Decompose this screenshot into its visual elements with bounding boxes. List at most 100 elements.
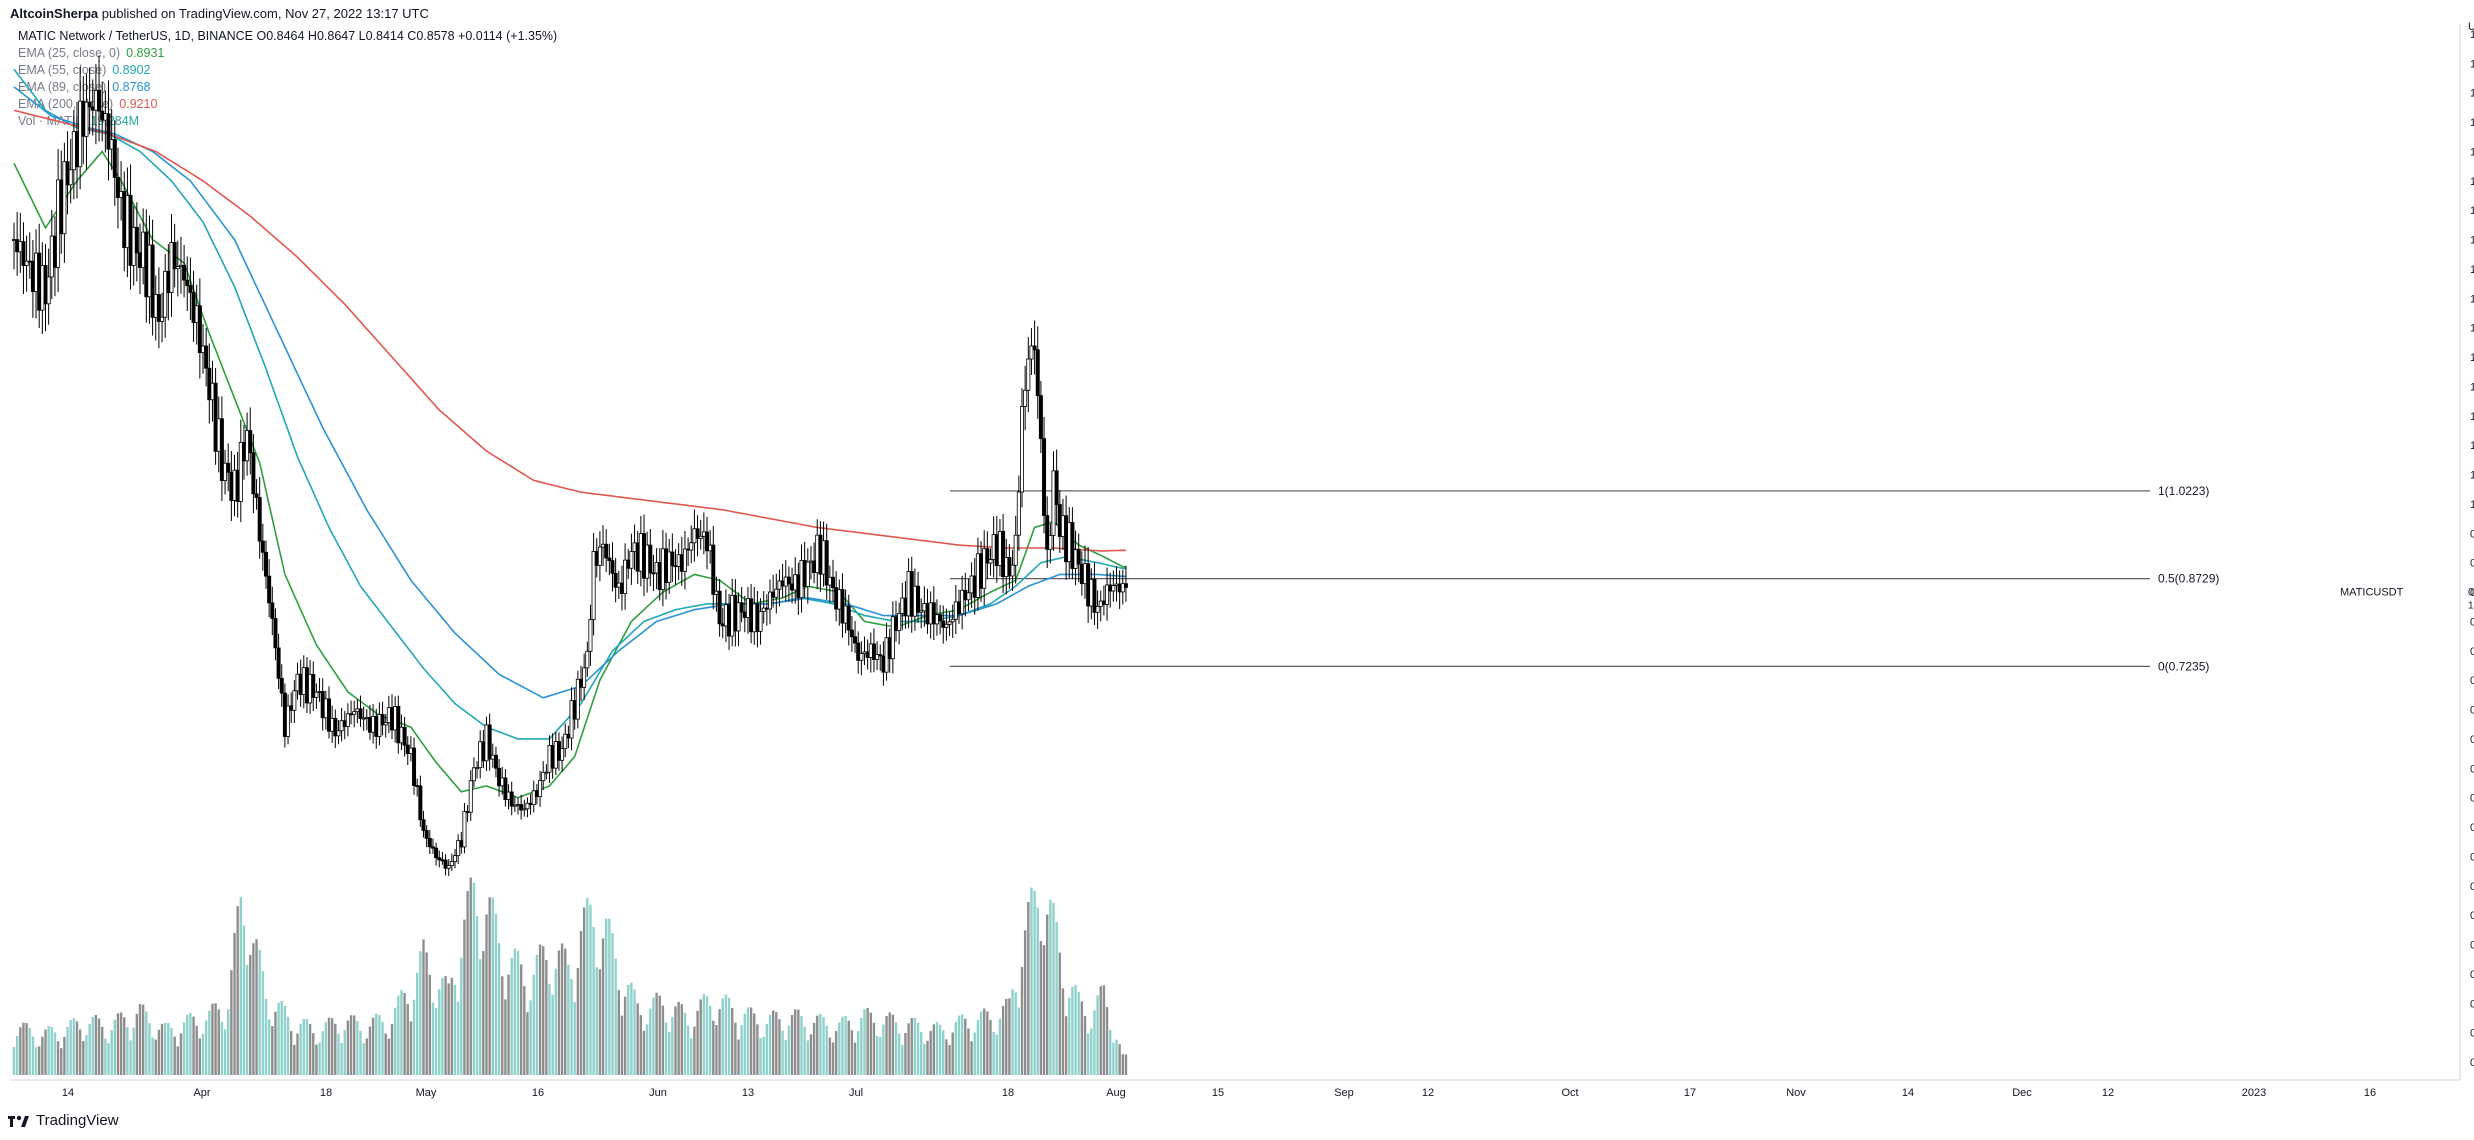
- candle-body[interactable]: [739, 602, 744, 613]
- candle-body[interactable]: [393, 706, 398, 731]
- candle-body[interactable]: [289, 705, 294, 711]
- candle-body[interactable]: [84, 101, 89, 137]
- candle-body[interactable]: [909, 571, 914, 617]
- ema-line[interactable]: [13, 109, 1126, 552]
- candle-body[interactable]: [538, 780, 543, 798]
- candle-body[interactable]: [30, 260, 35, 292]
- candle-body[interactable]: [1111, 585, 1116, 592]
- candle-body[interactable]: [191, 292, 196, 323]
- candle-body[interactable]: [216, 418, 221, 452]
- candle-body[interactable]: [727, 604, 732, 637]
- candle-body[interactable]: [169, 241, 174, 293]
- candle-body[interactable]: [745, 598, 750, 618]
- candle-body[interactable]: [553, 741, 558, 769]
- candle-body[interactable]: [777, 580, 782, 590]
- candle-body[interactable]: [679, 554, 684, 572]
- candle-body[interactable]: [846, 605, 851, 631]
- candle-body[interactable]: [1029, 345, 1034, 360]
- price-chart[interactable]: 1.8000 1.7500 1.7000 1.6500 1.6000 1.5500 1.50…: [0, 0, 2474, 1110]
- candle-body[interactable]: [755, 603, 760, 632]
- candle-body[interactable]: [175, 266, 180, 270]
- candle-body[interactable]: [490, 754, 495, 760]
- candle-body[interactable]: [90, 106, 95, 111]
- candle-body[interactable]: [304, 667, 309, 704]
- candle-body[interactable]: [137, 252, 142, 268]
- candle-body[interactable]: [128, 195, 133, 266]
- candle-body[interactable]: [65, 161, 70, 186]
- candle-body[interactable]: [645, 544, 650, 579]
- candle-body[interactable]: [736, 602, 741, 632]
- candle-body[interactable]: [81, 100, 86, 137]
- candle-body[interactable]: [24, 260, 29, 266]
- candle-body[interactable]: [1032, 345, 1037, 351]
- candle-body[interactable]: [399, 726, 404, 744]
- candle-body[interactable]: [1054, 470, 1059, 505]
- candle-body[interactable]: [878, 654, 883, 657]
- candle-body[interactable]: [821, 540, 826, 575]
- candle-body[interactable]: [919, 610, 924, 613]
- candle-body[interactable]: [528, 802, 533, 806]
- tradingview-logo-icon[interactable]: [8, 1114, 30, 1128]
- candle-body[interactable]: [1048, 534, 1053, 550]
- candle-body[interactable]: [323, 698, 328, 719]
- candle-body[interactable]: [796, 574, 801, 599]
- candle-body[interactable]: [840, 589, 845, 624]
- candle-body[interactable]: [119, 190, 124, 198]
- candle-body[interactable]: [922, 603, 927, 612]
- candle-body[interactable]: [112, 139, 117, 178]
- candle-body[interactable]: [163, 270, 168, 318]
- candle-body[interactable]: [783, 576, 788, 587]
- candle-body[interactable]: [550, 745, 555, 769]
- candle-body[interactable]: [831, 576, 836, 589]
- legend-item[interactable]: EMA (89, close) 0.8768: [18, 79, 557, 96]
- candle-body[interactable]: [87, 101, 92, 108]
- candle-body[interactable]: [597, 546, 602, 566]
- candle-body[interactable]: [238, 441, 243, 502]
- candle-body[interactable]: [427, 837, 432, 848]
- candle-body[interactable]: [897, 613, 902, 632]
- candle-body[interactable]: [1098, 600, 1103, 607]
- candle-body[interactable]: [235, 469, 240, 502]
- candle-body[interactable]: [604, 543, 609, 559]
- candle-body[interactable]: [386, 707, 391, 723]
- candle-body[interactable]: [682, 548, 687, 572]
- candle-body[interactable]: [349, 713, 354, 716]
- candle-body[interactable]: [232, 469, 237, 501]
- candle-body[interactable]: [449, 861, 454, 866]
- candle-body[interactable]: [210, 382, 215, 401]
- candle-body[interactable]: [928, 602, 933, 625]
- candle-body[interactable]: [985, 548, 990, 564]
- candle-body[interactable]: [862, 651, 867, 655]
- candle-body[interactable]: [793, 574, 798, 591]
- candle-body[interactable]: [525, 802, 530, 810]
- candle-body[interactable]: [856, 642, 861, 661]
- candle-body[interactable]: [673, 565, 678, 568]
- candle-body[interactable]: [75, 131, 80, 168]
- candle-body[interactable]: [279, 677, 284, 694]
- candle-body[interactable]: [859, 653, 864, 661]
- candle-body[interactable]: [1073, 549, 1078, 569]
- candle-body[interactable]: [421, 819, 426, 831]
- candle-body[interactable]: [953, 601, 958, 620]
- candle-body[interactable]: [1057, 504, 1062, 537]
- candle-body[interactable]: [733, 594, 738, 632]
- candle-body[interactable]: [430, 846, 435, 849]
- candle-body[interactable]: [437, 857, 442, 861]
- candle-body[interactable]: [575, 678, 580, 720]
- candle-body[interactable]: [790, 583, 795, 591]
- candle-body[interactable]: [487, 724, 492, 760]
- candle-body[interactable]: [616, 582, 621, 588]
- candle-body[interactable]: [531, 790, 536, 806]
- candle-body[interactable]: [188, 285, 193, 293]
- candle-body[interactable]: [194, 305, 199, 323]
- candle-body[interactable]: [144, 231, 149, 298]
- candle-body[interactable]: [106, 113, 111, 150]
- candle-body[interactable]: [560, 748, 565, 761]
- candle-body[interactable]: [808, 560, 813, 563]
- candle-body[interactable]: [374, 715, 379, 737]
- candle-body[interactable]: [1079, 563, 1084, 585]
- candle-body[interactable]: [689, 542, 694, 551]
- candle-body[interactable]: [916, 585, 921, 613]
- candle-body[interactable]: [229, 471, 234, 501]
- candle-body[interactable]: [837, 589, 842, 610]
